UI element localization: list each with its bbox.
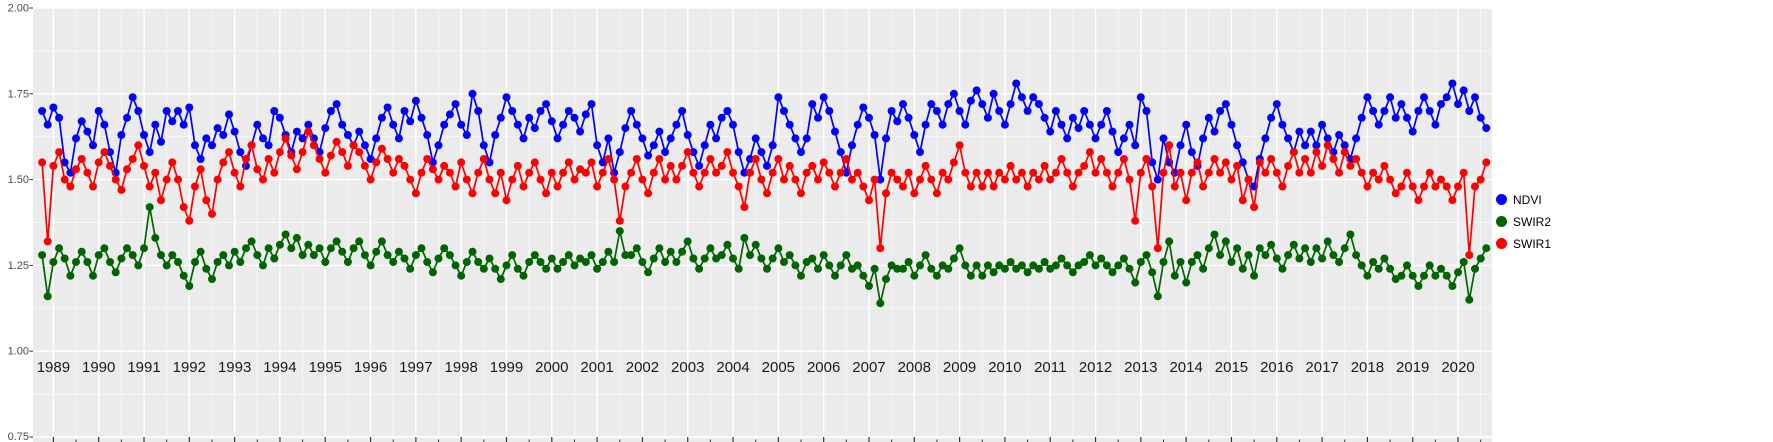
svg-text:2.00: 2.00 [8,3,29,15]
svg-text:2019: 2019 [1396,359,1429,376]
svg-text:2010: 2010 [988,359,1021,376]
legend-label-ndvi: NDVI [1513,192,1542,207]
svg-text:2016: 2016 [1260,359,1293,376]
y-axis-labels: 0.75 1.00 1.25 1.50 1.75 2.00 [8,3,33,442]
svg-text:1996: 1996 [354,359,387,376]
svg-text:1992: 1992 [173,359,206,376]
svg-text:2012: 2012 [1079,359,1112,376]
svg-text:2018: 2018 [1351,359,1384,376]
svg-text:2005: 2005 [762,359,795,376]
svg-text:1997: 1997 [399,359,432,376]
x-axis-labels: 1989 1990 1991 1992 1993 1994 1995 1996 1997 1998… [37,359,1475,376]
svg-text:1.00: 1.00 [8,346,29,358]
ndvi-key-icon [1496,194,1507,205]
swir1-key-icon [1496,238,1507,249]
legend-label-swir2: SWIR2 [1513,214,1552,229]
series-NDVI [38,79,1491,191]
svg-text:2007: 2007 [852,359,885,376]
swir2-key-icon [1496,216,1507,227]
svg-text:2003: 2003 [671,359,704,376]
svg-text:1991: 1991 [127,359,160,376]
svg-text:1998: 1998 [444,359,477,376]
svg-text:2006: 2006 [807,359,840,376]
gridlines [33,7,1492,442]
svg-text:2000: 2000 [535,359,568,376]
svg-text:2013: 2013 [1124,359,1157,376]
svg-text:1994: 1994 [263,359,296,376]
legend-item-ndvi: NDVI [1496,191,1551,208]
svg-text:1995: 1995 [309,359,342,376]
svg-text:2020: 2020 [1441,359,1474,376]
series-SWIR2 [38,203,1491,308]
svg-text:2017: 2017 [1305,359,1338,376]
svg-text:2011: 2011 [1034,359,1066,376]
legend: NDVI SWIR2 SWIR1 [1496,191,1551,252]
legend-label-swir1: SWIR1 [1513,236,1552,251]
svg-text:2008: 2008 [898,359,931,376]
svg-text:2001: 2001 [580,359,613,376]
svg-text:1.25: 1.25 [8,260,29,272]
legend-item-swir1: SWIR1 [1496,235,1551,252]
svg-text:2015: 2015 [1215,359,1248,376]
svg-text:1.75: 1.75 [8,88,29,100]
series-SWIR1 [38,127,1491,260]
svg-text:1990: 1990 [82,359,115,376]
svg-text:2004: 2004 [716,359,749,376]
svg-text:2009: 2009 [943,359,976,376]
legend-item-swir2: SWIR2 [1496,213,1551,230]
plot-panel [33,8,1492,442]
svg-text:0.75: 0.75 [8,431,29,442]
svg-text:1999: 1999 [490,359,523,376]
svg-text:2014: 2014 [1169,359,1202,376]
svg-text:2002: 2002 [626,359,659,376]
svg-text:1993: 1993 [218,359,251,376]
svg-text:1.50: 1.50 [8,174,29,186]
svg-text:1989: 1989 [37,359,70,376]
